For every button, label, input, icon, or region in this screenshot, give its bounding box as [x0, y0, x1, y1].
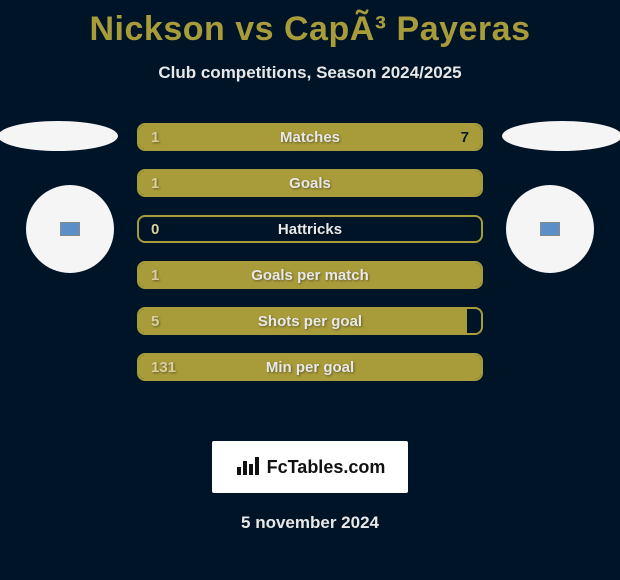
stat-bar: Goals per match1 [137, 261, 483, 289]
bars-icon [235, 455, 261, 480]
club-badge-left [0, 121, 118, 151]
stat-value-left: 5 [139, 309, 171, 333]
stat-bar: Shots per goal5 [137, 307, 483, 335]
player-avatar-right [506, 185, 594, 273]
player-avatar-left [26, 185, 114, 273]
stat-value-left: 1 [139, 171, 171, 195]
stat-label: Matches [139, 125, 481, 149]
stat-value-left: 0 [139, 217, 171, 241]
subtitle: Club competitions, Season 2024/2025 [0, 63, 620, 83]
stat-label: Min per goal [139, 355, 481, 379]
flag-icon [60, 222, 80, 236]
stat-value-left: 1 [139, 125, 171, 149]
stat-value-left: 1 [139, 263, 171, 287]
comparison-panel: Matches17Goals1Hattricks0Goals per match… [0, 123, 620, 423]
stat-bar: Hattricks0 [137, 215, 483, 243]
stat-bar: Goals1 [137, 169, 483, 197]
flag-icon [540, 222, 560, 236]
stat-label: Hattricks [139, 217, 481, 241]
stat-label: Shots per goal [139, 309, 481, 333]
fctables-logo: FcTables.com [212, 441, 408, 493]
club-badge-right [502, 121, 620, 151]
snapshot-date: 5 november 2024 [0, 513, 620, 533]
stat-bars: Matches17Goals1Hattricks0Goals per match… [137, 123, 483, 381]
stat-bar: Matches1 7 [137, 123, 483, 151]
stat-label: Goals per match [139, 263, 481, 287]
logo-text: FcTables.com [267, 457, 386, 478]
stat-bar: Min per goal131 [137, 353, 483, 381]
page-title: Nickson vs CapÃ³ Payeras [0, 0, 620, 49]
stat-value-left: 131 [139, 355, 188, 379]
stat-value-right: 7 [449, 125, 481, 149]
stat-label: Goals [139, 171, 481, 195]
